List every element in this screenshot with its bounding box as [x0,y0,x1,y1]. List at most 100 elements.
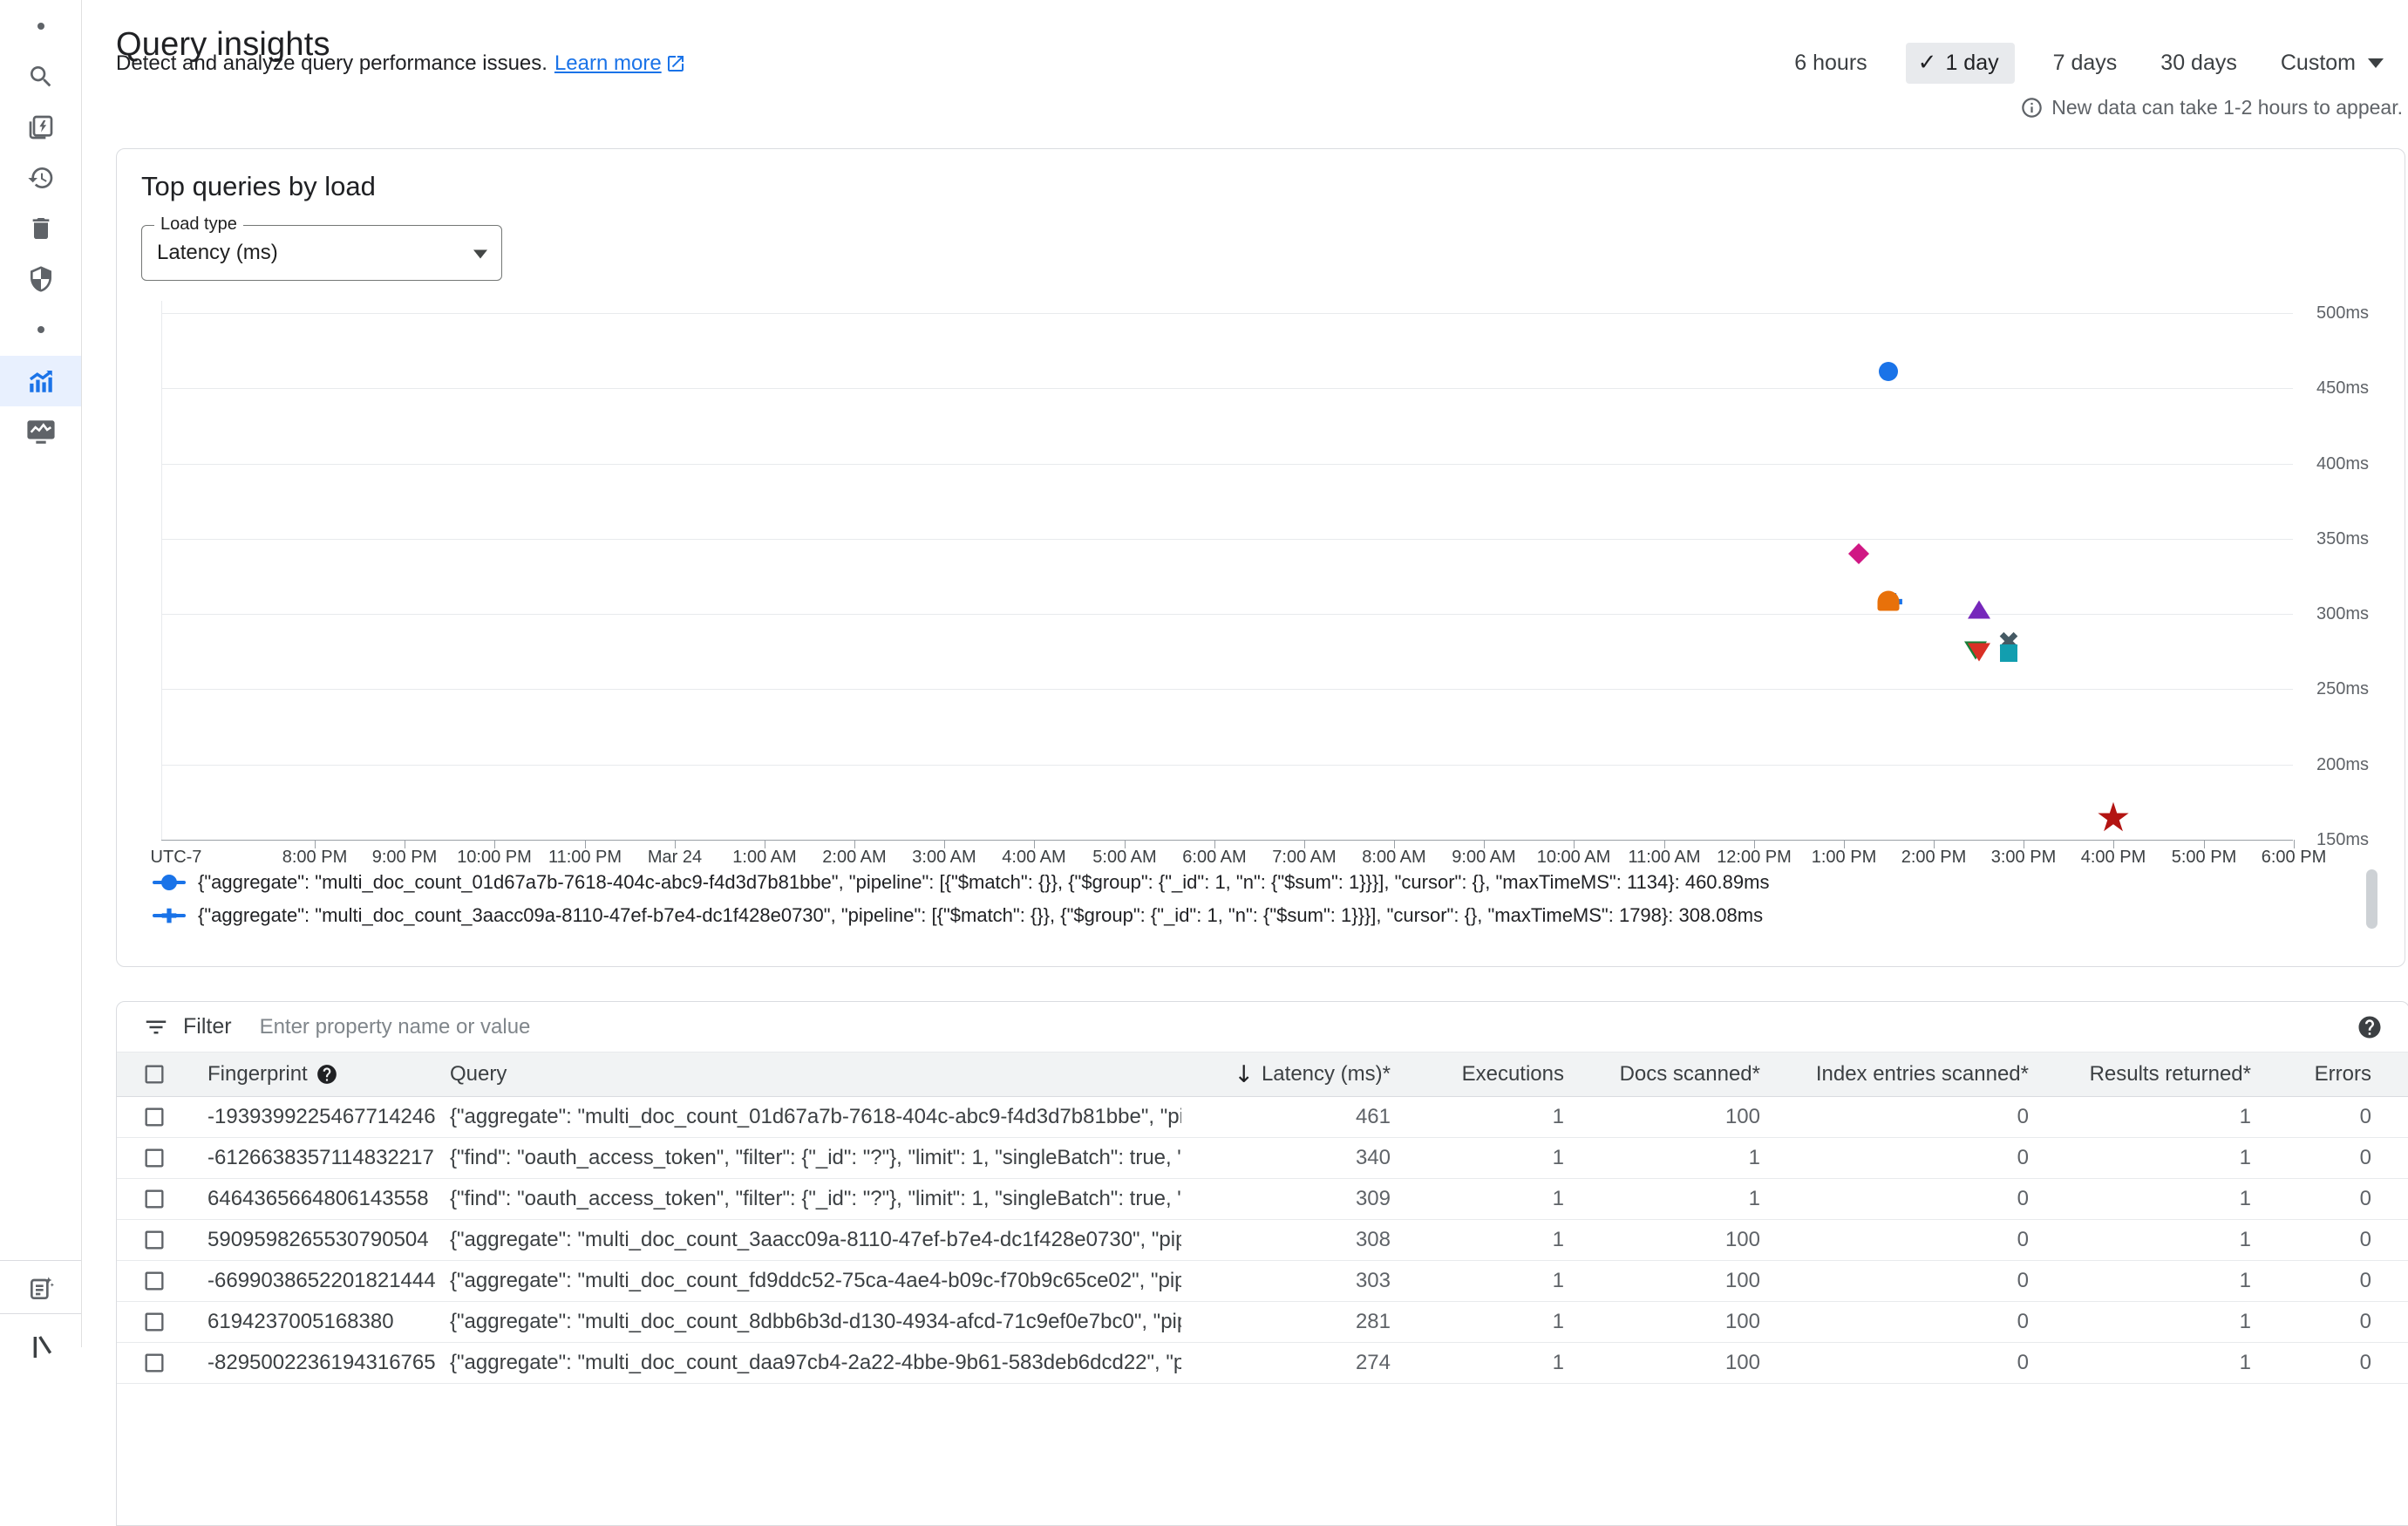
legend-scrollbar[interactable] [2366,869,2377,929]
column-header-label: Docs scanned* [1619,1062,1760,1086]
data-point-square[interactable] [2000,644,2017,662]
checkbox-icon [145,1353,164,1373]
table-row[interactable]: 5909598265530790504 {"aggregate": "multi_… [117,1220,2408,1261]
load-type-value: Latency (ms) [157,241,278,264]
row-checkbox[interactable] [142,1105,207,1129]
cell-docs-scanned: 1 [1748,1146,1760,1169]
cell-results-returned: 1 [2239,1351,2251,1374]
load-type-label: Load type [154,215,243,235]
flash-documents-icon[interactable] [27,113,55,141]
table-body: -1939399225467714246 {"aggregate": "multi… [117,1097,2408,1384]
delete-trash-icon[interactable] [27,215,55,242]
cell-fingerprint: 5909598265530790504 [207,1228,429,1251]
column-header-results-returned[interactable]: Results returned* [2029,1062,2251,1087]
chart-legend: {"aggregate": "multi_doc_count_01d67a7b-… [153,866,1769,932]
cell-results-returned: 1 [2239,1228,2251,1251]
table-row[interactable]: -8295002236194316765 {"aggregate": "multi… [117,1343,2408,1384]
time-range-30-days[interactable]: 30 days [2155,43,2242,84]
checkbox-icon [145,1065,164,1084]
table-row[interactable]: 6194237005168380 {"aggregate": "multi_doc… [117,1302,2408,1343]
cell-latency-ms: 274 [1355,1351,1391,1374]
row-checkbox[interactable] [142,1269,207,1293]
select-all-checkbox[interactable] [142,1062,207,1087]
row-checkbox[interactable] [142,1228,207,1252]
table-row[interactable]: -6699038652201821444 {"aggregate": "multi… [117,1261,2408,1302]
column-header-executions[interactable]: Executions [1391,1062,1564,1087]
data-point-circle[interactable] [1879,362,1898,381]
sort-desc-icon[interactable]: ↓ [1234,1062,1254,1087]
legend-text: {"aggregate": "multi_doc_count_01d67a7b-… [198,871,1770,893]
cell-index-entries-scanned: 0 [2017,1310,2029,1333]
cell-fingerprint: -6126638357114832217 [207,1146,434,1169]
time-range-1-day[interactable]: ✓ 1 day [1905,42,2015,84]
filter-input[interactable] [257,1013,2357,1040]
column-header-label: Fingerprint [207,1062,308,1086]
security-shield-icon[interactable] [27,265,55,293]
page-title: Query insights [116,26,330,64]
nav-dot-icon [37,326,44,333]
cell-executions: 1 [1552,1351,1564,1374]
help-icon[interactable] [2357,1014,2383,1040]
cell-docs-scanned: 100 [1724,1228,1760,1251]
cell-executions: 1 [1552,1269,1564,1292]
table-row[interactable]: 6464365664806143558 {"find": "oauth_acces… [117,1179,2408,1220]
load-type-select[interactable]: Load type Latency (ms) [141,215,502,281]
column-header-index-entries-scanned[interactable]: Index entries scanned* [1760,1062,2029,1087]
history-icon[interactable] [27,164,55,192]
time-range-label: Custom [2280,50,2356,75]
cell-latency-ms: 340 [1355,1146,1391,1169]
row-checkbox[interactable] [142,1351,207,1375]
bottom-partial-icon[interactable] [27,1333,55,1361]
left-nav-sidebar [0,0,82,1358]
help-icon[interactable] [316,1063,338,1086]
time-range-7-days[interactable]: 7 days [2048,43,2123,84]
legend-item[interactable]: {"aggregate": "multi_doc_count_01d67a7b-… [153,866,1769,899]
column-header-fingerprint[interactable]: Fingerprint [207,1062,450,1087]
learn-more-link[interactable]: Learn more [554,49,686,78]
time-range-6-hours[interactable]: 6 hours [1789,43,1872,84]
top-queries-card [116,148,2405,967]
cell-errors: 0 [2359,1228,2371,1251]
cell-errors: 0 [2359,1351,2371,1374]
data-point-triangle-up[interactable] [1968,600,1990,619]
table-row[interactable]: -6126638357114832217 {"find": "oauth_acce… [117,1138,2408,1179]
time-range-label: 7 days [2052,50,2118,75]
data-point-dome[interactable] [1877,590,1900,611]
column-header-label: Executions [1461,1062,1564,1086]
data-point-star[interactable]: ★ [2095,794,2132,841]
column-header-docs-scanned[interactable]: Docs scanned* [1564,1062,1760,1087]
cell-results-returned: 1 [2239,1269,2251,1292]
query-insights-icon[interactable] [26,366,56,396]
cell-executions: 1 [1552,1146,1564,1169]
table-header-row: Fingerprint Query ↓ Latency (ms)* Executions… [117,1053,2408,1097]
cell-errors: 0 [2359,1146,2371,1169]
time-range-custom[interactable]: Custom [2275,43,2389,84]
monitoring-dashboard-icon[interactable] [26,417,56,446]
search-icon[interactable] [27,63,55,91]
notes-sparkle-icon[interactable] [27,1275,55,1303]
column-header-label: Index entries scanned* [1815,1062,2029,1086]
queries-table-card: Filter Fingerprint Query ↓ Latency (ms)* Exe… [116,1001,2408,1526]
checkbox-icon [145,1189,164,1209]
cell-index-entries-scanned: 0 [2017,1187,2029,1210]
row-checkbox[interactable] [142,1146,207,1170]
page-subtitle: Detect and analyze query performance iss… [116,49,686,78]
cell-query: {"aggregate": "multi_doc_count_fd9ddc52-… [450,1269,1181,1292]
data-point-triangle-down[interactable] [1968,643,1990,662]
cell-index-entries-scanned: 0 [2017,1105,2029,1128]
checkbox-icon [145,1148,164,1168]
check-icon: ✓ [1917,50,1937,76]
legend-item[interactable]: {"aggregate": "multi_doc_count_3aacc09a-… [153,899,1769,932]
cell-fingerprint: -1939399225467714246 [207,1105,436,1128]
cell-errors: 0 [2359,1310,2371,1333]
row-checkbox[interactable] [142,1187,207,1211]
cell-query: {"aggregate": "multi_doc_count_daa97cb4-… [450,1351,1181,1374]
filter-bar: Filter [117,1002,2408,1053]
cell-docs-scanned: 100 [1724,1269,1760,1292]
column-header-latency-ms[interactable]: ↓ Latency (ms)* [1181,1062,1391,1087]
row-checkbox[interactable] [142,1310,207,1334]
table-row[interactable]: -1939399225467714246 {"aggregate": "multi… [117,1097,2408,1138]
column-header-query[interactable]: Query [450,1062,1181,1087]
column-header-errors[interactable]: Errors [2251,1062,2371,1087]
cell-index-entries-scanned: 0 [2017,1146,2029,1169]
